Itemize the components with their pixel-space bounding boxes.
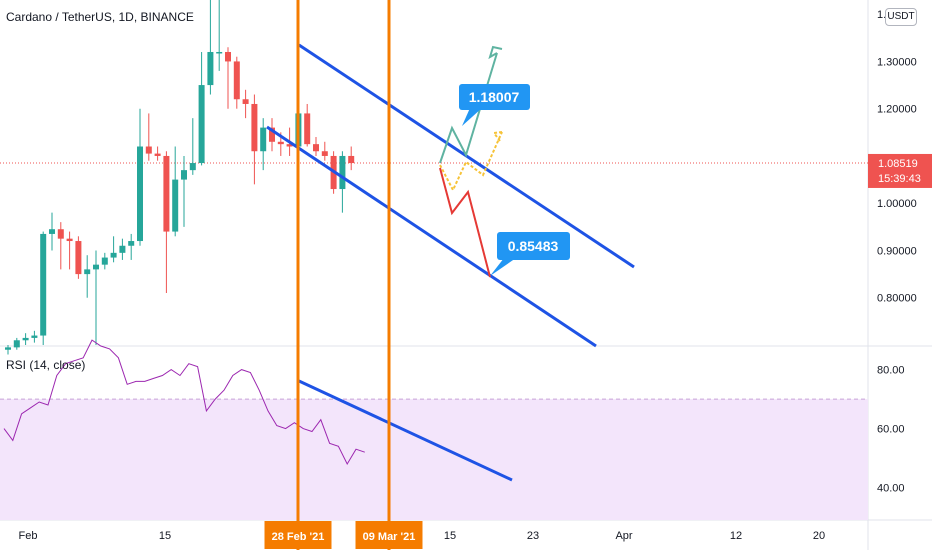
rsi-title: RSI (14, close): [6, 358, 86, 372]
candle-body: [13, 340, 20, 348]
time-axis-tick: Apr: [615, 530, 632, 542]
candle-body: [40, 233, 47, 336]
candle-body: [207, 51, 214, 86]
candle-body: [225, 51, 231, 62]
price-axis-tick: 0.80000: [877, 293, 917, 305]
date-highlight-label: 28 Feb '21: [272, 531, 325, 543]
candle-body: [93, 264, 99, 270]
rsi-line: [3, 339, 365, 466]
candle-body: [313, 144, 319, 152]
callout-2-label: 0.85483: [508, 238, 559, 254]
time-axis-tick: 20: [813, 530, 825, 542]
candle-body: [304, 113, 311, 145]
candle-body: [339, 155, 346, 190]
date-highlight-label: 09 Mar '21: [363, 531, 416, 543]
last-price-value: 1.08519: [878, 158, 918, 170]
candle-body: [66, 238, 73, 242]
candle-body: [216, 51, 223, 54]
candle-body: [154, 153, 161, 156]
time-axis-tick: Feb: [19, 530, 38, 542]
rsi-axis-tick: 60.00: [877, 424, 905, 436]
candle-body: [242, 99, 249, 104]
date-highlight-box: [264, 521, 332, 549]
candle-body: [31, 335, 38, 338]
candle-body: [269, 127, 275, 142]
price-axis-tick: 1.00000: [877, 198, 917, 210]
candle-body: [286, 144, 293, 147]
candle-body: [181, 170, 187, 180]
candle-body: [84, 269, 91, 275]
rsi-trend-line: [298, 379, 513, 482]
last-price-box: [868, 153, 932, 188]
candle-body: [189, 163, 196, 171]
rsi-axis-tick: 80.00: [877, 365, 905, 377]
rsi-axis-tick: 40.00: [877, 483, 905, 495]
candle-body: [75, 241, 82, 275]
candle-body: [137, 146, 143, 242]
rsi-band: [0, 399, 868, 520]
projection-mid-arrowhead: [492, 131, 503, 142]
projection-up-arrowhead: [488, 45, 503, 60]
time-axis-tick: 15: [444, 530, 456, 542]
candle-body: [57, 229, 64, 239]
chart-title: Cardano / TetherUS, 1D, BINANCE: [6, 10, 194, 24]
candle-body: [233, 61, 240, 100]
candle-body: [172, 179, 179, 232]
callout-1-box: [459, 84, 530, 110]
candle-body: [22, 337, 29, 341]
candle-body: [5, 347, 11, 350]
time-axis-tick: 12: [730, 530, 742, 542]
date-highlight-box: [355, 521, 423, 549]
candle-body: [163, 155, 170, 232]
candle-body: [145, 146, 152, 154]
projection-mid-path: [439, 131, 503, 193]
price-axis-tick: 1.20000: [877, 104, 917, 116]
time-axis-tick: 15: [159, 530, 171, 542]
currency-badge[interactable]: USDT: [885, 8, 917, 26]
candle-body: [321, 151, 328, 156]
last-price-countdown: 15:39:43: [878, 173, 921, 185]
price-axis-tick: 0.90000: [877, 245, 917, 257]
candle-body: [348, 155, 355, 164]
candle-body: [101, 257, 108, 265]
projection-down-path: [439, 167, 491, 278]
callout-1-pointer: [462, 108, 482, 126]
candle-body: [198, 85, 205, 164]
callout-2-box: [497, 232, 570, 260]
candle-body: [110, 252, 117, 258]
candle-body: [119, 245, 126, 253]
time-axis-tick: 23: [527, 530, 539, 542]
channel-lower-line: [266, 125, 597, 348]
candle-body: [260, 127, 267, 152]
callout-1-label: 1.18007: [469, 89, 520, 105]
candle-body: [251, 103, 258, 152]
candle-body: [128, 241, 135, 246]
callout-2-pointer: [490, 258, 516, 276]
candle-body: [277, 141, 284, 145]
price-axis-tick: 1.30000: [877, 56, 917, 68]
candle-body: [49, 229, 55, 234]
